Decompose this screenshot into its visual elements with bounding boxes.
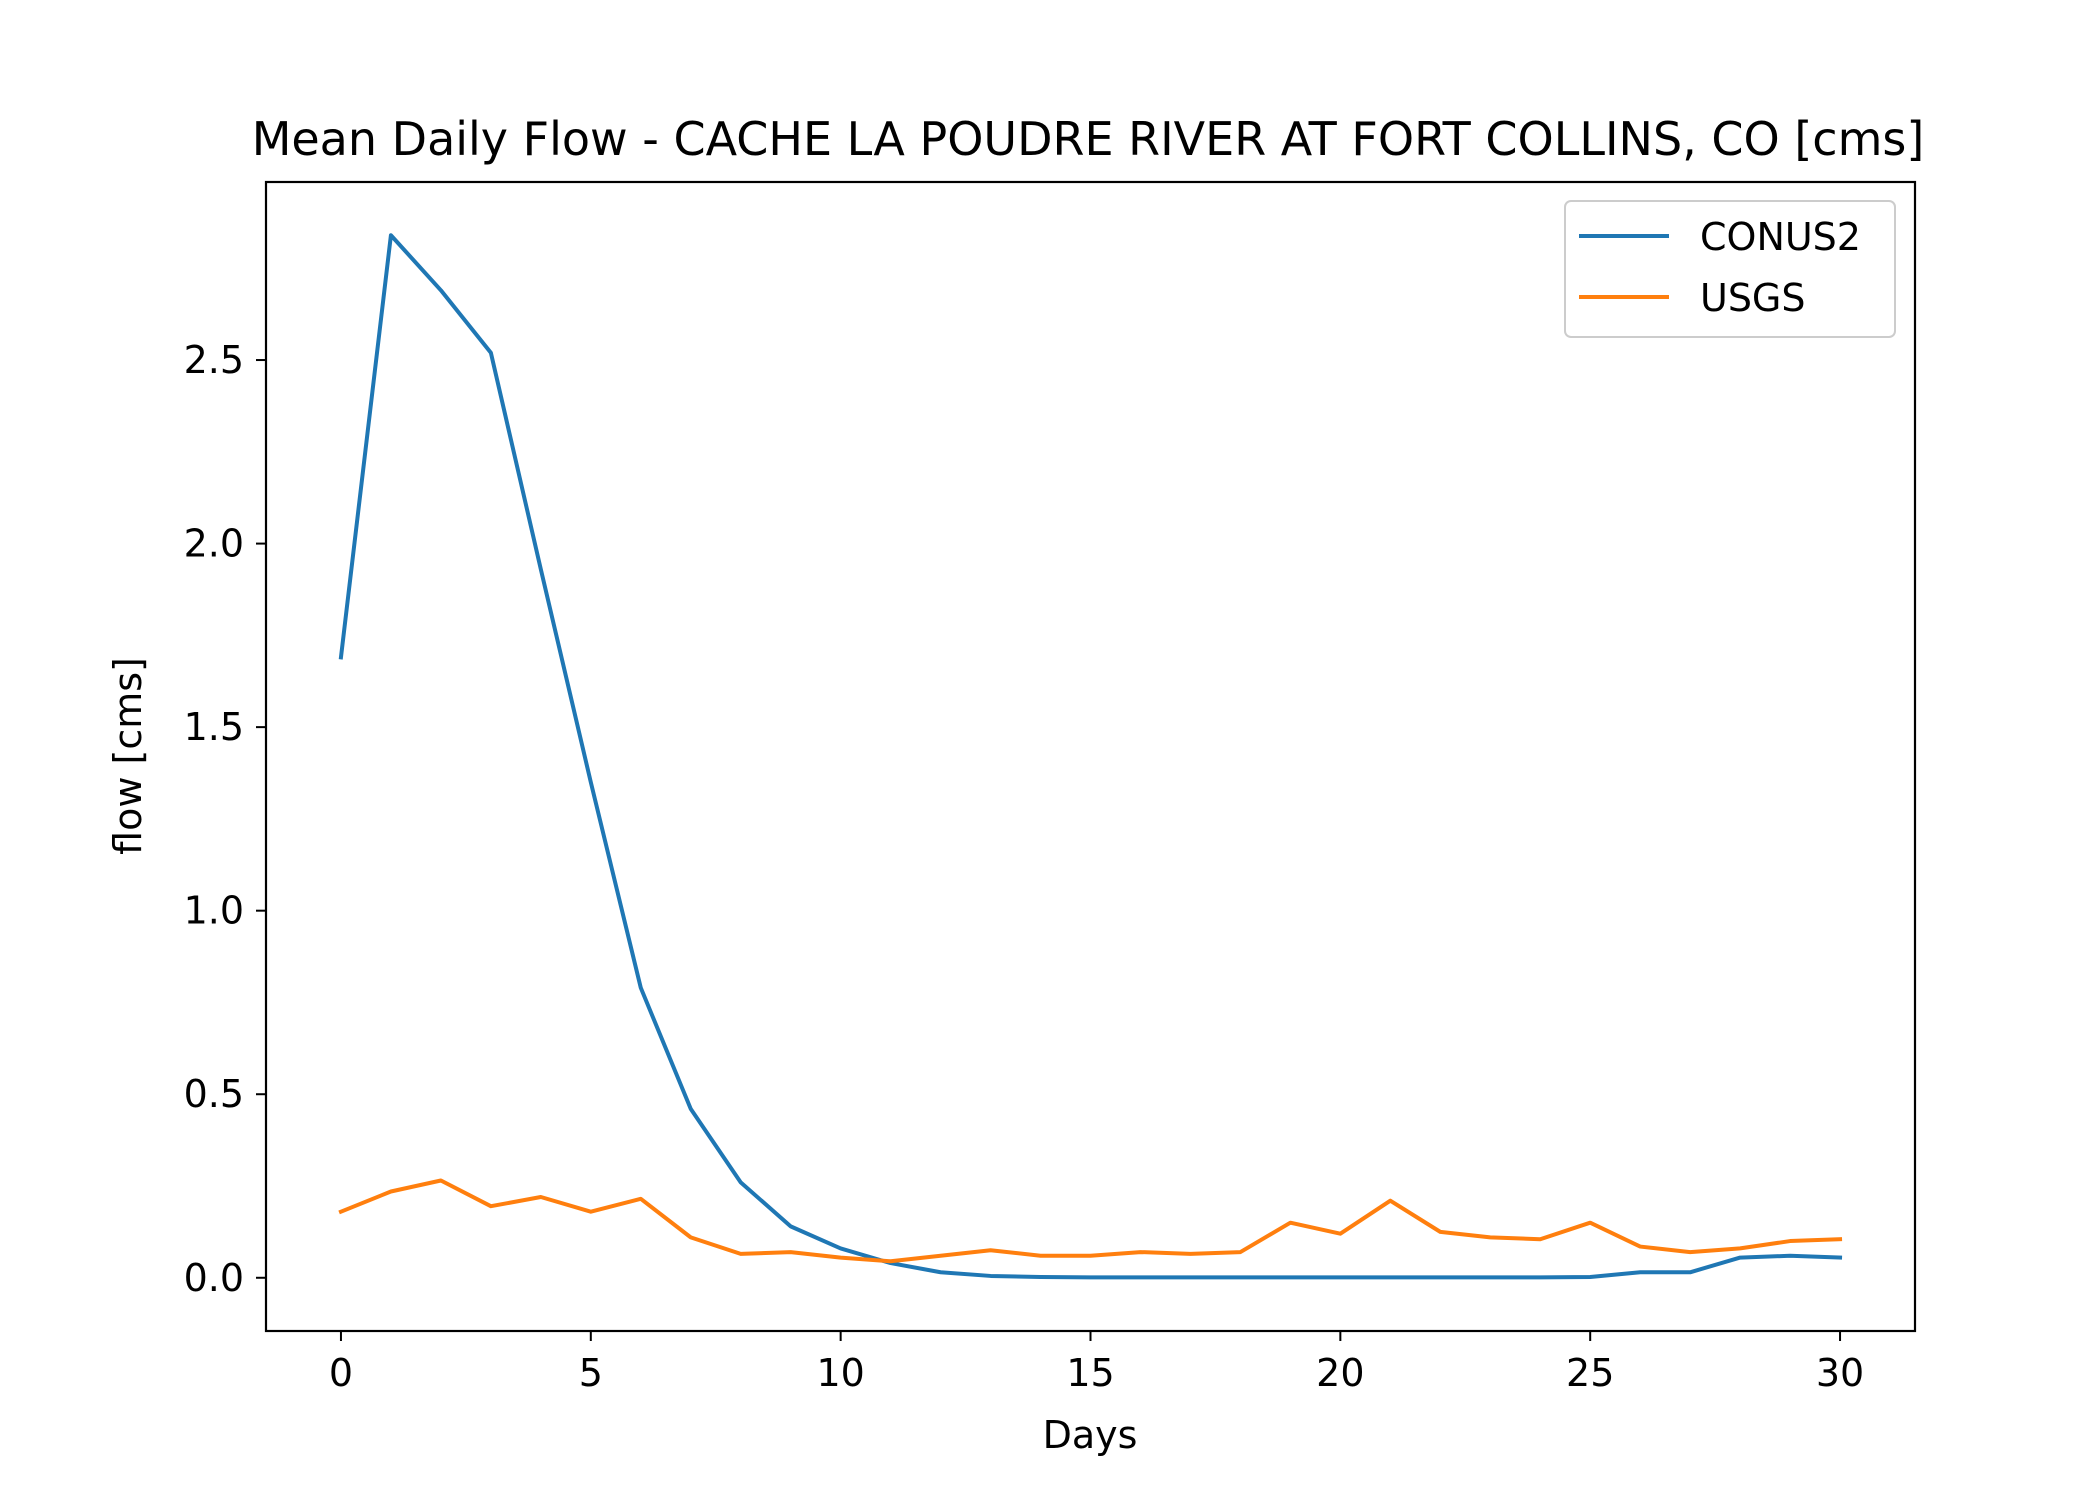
x-axis-ticks: 0 5 10 15 20 25 30 [329, 1331, 1864, 1395]
x-tick-label: 20 [1316, 1351, 1364, 1395]
series-layer [338, 233, 1843, 1280]
legend: CONUS2 USGS [1564, 200, 1896, 338]
x-tick-label: 15 [1066, 1351, 1114, 1395]
legend-label-conus2: CONUS2 [1700, 215, 1861, 259]
y-axis-title: flow [cms] [106, 657, 150, 855]
chart-title: Mean Daily Flow - CACHE LA POUDRE RIVER … [252, 112, 1925, 166]
y-axis-ticks: 0.0 0.5 1.0 1.5 2.0 2.5 [184, 338, 266, 1300]
x-tick-label: 0 [329, 1351, 353, 1395]
x-tick-label: 5 [579, 1351, 603, 1395]
y-tick-label: 0.0 [184, 1256, 244, 1300]
y-tick-label: 2.5 [184, 338, 244, 382]
x-tick-label: 25 [1566, 1351, 1614, 1395]
x-tick-label: 10 [816, 1351, 864, 1395]
series-line-conus2 [338, 233, 1843, 1280]
legend-label-usgs: USGS [1700, 276, 1806, 320]
y-tick-label: 1.5 [184, 705, 244, 749]
y-tick-label: 0.5 [184, 1072, 244, 1116]
y-tick-label: 2.0 [184, 522, 244, 566]
x-tick-label: 30 [1816, 1351, 1864, 1395]
x-axis-title: Days [1043, 1413, 1138, 1457]
y-tick-label: 1.0 [184, 889, 244, 933]
series-line-usgs [338, 1178, 1843, 1264]
